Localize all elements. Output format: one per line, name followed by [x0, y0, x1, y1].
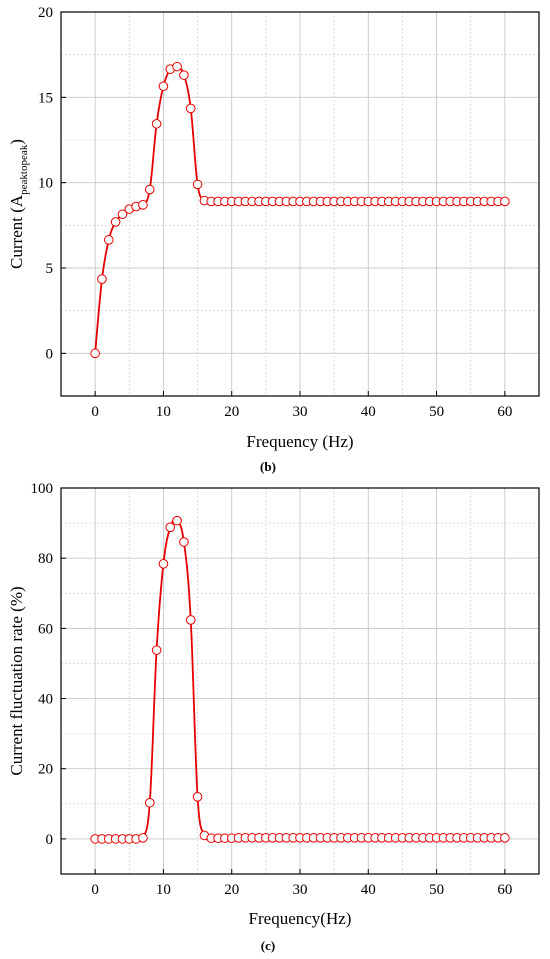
- data-point: [144, 797, 155, 808]
- y-tick-label: 0: [46, 346, 54, 362]
- y-tick-label: 40: [38, 692, 53, 708]
- data-point: [500, 833, 510, 843]
- y-tick-label: 10: [38, 176, 53, 192]
- data-point: [138, 833, 148, 843]
- data-point: [104, 235, 114, 245]
- y-tick-label: 80: [38, 551, 53, 567]
- data-point: [192, 179, 203, 190]
- y-axis-title: Current fluctuation rate (%): [7, 586, 26, 775]
- y-axis-title-main: Current fluctuation rate (%): [7, 586, 26, 775]
- y-tick-label: 20: [38, 762, 53, 778]
- x-axis-title: Frequency (Hz): [246, 432, 353, 451]
- x-tick-label: 50: [429, 404, 444, 420]
- y-axis-title: Current (Apeaktopeak): [7, 139, 30, 269]
- x-tick-label: 20: [224, 882, 239, 898]
- y-tick-label: 15: [38, 90, 53, 106]
- x-tick-label: 30: [293, 404, 308, 420]
- data-point: [117, 209, 128, 220]
- x-tick-label: 40: [361, 882, 376, 898]
- data-point: [158, 81, 169, 92]
- x-axis-title: Frequency(Hz): [249, 909, 352, 928]
- panel-caption: (b): [260, 459, 276, 474]
- data-point: [90, 348, 100, 359]
- y-tick-label: 20: [38, 5, 53, 21]
- x-tick-label: 30: [293, 882, 308, 898]
- chart-panel-c: 0 10 20 30 40 50 60 0 20 40 60 80 100 Frequency(Hz) Cu…: [7, 481, 540, 953]
- y-axis-title-main: Current (A: [7, 194, 26, 269]
- x-tick-label: 60: [497, 404, 512, 420]
- data-point: [185, 103, 196, 114]
- x-tick-label: 20: [224, 404, 239, 420]
- panel-caption: (c): [261, 938, 275, 953]
- data-point: [500, 196, 510, 207]
- data-point: [172, 61, 182, 72]
- x-tick-label: 10: [156, 404, 171, 420]
- y-axis-title-subscript: peaktopeak: [18, 144, 30, 195]
- y-tick-label: 5: [46, 261, 54, 277]
- data-point: [110, 217, 121, 227]
- chart-panel-b: 0 10 20 30 40 50 60 0 5 10 15 20 Frequency (Hz) Curre…: [7, 5, 540, 474]
- data-point: [172, 515, 182, 526]
- y-axis-title-end: ): [7, 139, 26, 145]
- x-tick-label: 0: [91, 882, 99, 898]
- data-point: [158, 558, 169, 569]
- data-point: [138, 200, 148, 210]
- x-tick-label: 10: [156, 882, 171, 898]
- y-tick-label: 0: [46, 832, 54, 848]
- x-tick-label: 40: [361, 404, 376, 420]
- data-point: [179, 537, 189, 547]
- x-tick-label: 50: [429, 882, 444, 898]
- y-tick-label: 100: [31, 481, 54, 497]
- data-point: [97, 274, 107, 284]
- x-tick-label: 60: [497, 882, 512, 898]
- data-point: [179, 70, 189, 80]
- data-point: [185, 615, 196, 625]
- data-point: [151, 118, 162, 129]
- data-point: [151, 645, 162, 655]
- y-tick-label: 60: [38, 621, 53, 637]
- x-tick-label: 0: [91, 404, 99, 420]
- data-point: [144, 184, 155, 195]
- data-point: [192, 792, 203, 802]
- data-point: [165, 522, 176, 533]
